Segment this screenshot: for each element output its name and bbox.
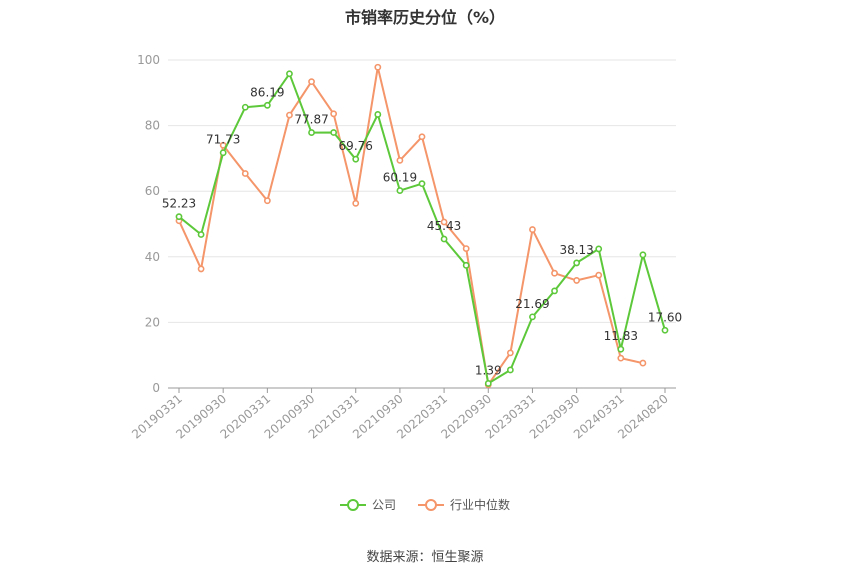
data-label-16: 21.69	[515, 297, 549, 311]
y-tick-label-80: 80	[145, 119, 160, 133]
legend-item-company[interactable]: 公司	[339, 496, 396, 513]
data-point-s1-9	[374, 63, 382, 71]
data-point-s1-10	[396, 156, 404, 164]
data-point-s1-15	[506, 349, 514, 357]
data-point-s1-18	[573, 277, 581, 284]
data-point-s1-4	[263, 197, 271, 205]
data-point-s0-16	[529, 313, 536, 321]
data-point-s0-3	[241, 103, 249, 111]
data-point-s0-8	[352, 155, 360, 163]
chart-title: 市销率历史分位（%）	[344, 8, 506, 27]
data-point-s1-6	[308, 78, 315, 86]
legend-swatch-industry-median	[418, 498, 444, 512]
data-point-s0-12	[440, 235, 448, 243]
y-tick-label-40: 40	[145, 250, 160, 264]
data-point-s0-19	[595, 245, 603, 253]
data-label-22: 17.60	[648, 310, 682, 324]
data-point-s0-11	[418, 180, 426, 188]
data-point-s1-20	[617, 354, 625, 362]
data-point-s0-22	[661, 326, 669, 334]
data-point-s0-13	[462, 261, 470, 269]
data-point-s1-21	[639, 359, 647, 367]
data-label-20: 11.83	[604, 329, 638, 343]
data-label-18: 38.13	[559, 243, 593, 257]
data-point-s1-17	[551, 269, 558, 277]
series-line-1	[178, 66, 644, 386]
data-point-s1-13	[462, 245, 470, 252]
data-label-10: 60.19	[383, 171, 417, 185]
y-tick-label-60: 60	[145, 184, 160, 198]
y-tick-label-20: 20	[145, 315, 160, 329]
data-point-s0-5	[286, 70, 293, 78]
data-point-s0-21	[639, 251, 647, 259]
legend-swatch-company	[339, 498, 366, 512]
legend: 公司 行业中位数	[0, 496, 850, 513]
series-line-0	[178, 72, 666, 385]
data-point-s1-5	[286, 111, 293, 119]
source-note: 数据来源：恒生聚源	[366, 550, 484, 565]
data-label-2: 71.73	[206, 133, 240, 147]
data-point-s0-7	[330, 129, 338, 136]
data-point-s1-16	[529, 226, 536, 233]
data-point-s1-7	[330, 110, 338, 118]
data-point-s0-2	[219, 149, 227, 157]
data-point-s1-1	[197, 265, 205, 273]
data-label-8: 69.76	[339, 139, 373, 153]
legend-label-industry-median: 行业中位数	[450, 498, 511, 512]
legend-label-company: 公司	[371, 498, 396, 512]
data-point-s0-10	[396, 187, 404, 194]
data-point-s1-11	[418, 133, 426, 141]
data-label-12: 45.43	[427, 219, 461, 233]
legend-item-industry-median[interactable]: 行业中位数	[418, 496, 510, 513]
data-point-s1-12	[440, 218, 448, 226]
data-label-6: 77.87	[294, 113, 328, 127]
data-point-s0-20	[617, 345, 625, 353]
data-point-s0-6	[308, 129, 315, 136]
y-tick-label-100: 100	[137, 53, 160, 67]
data-point-s0-15	[506, 366, 514, 374]
data-point-s0-17	[551, 287, 558, 295]
data-point-s1-8	[352, 199, 360, 207]
data-point-s0-18	[573, 259, 581, 267]
data-label-0: 52.23	[162, 197, 196, 211]
data-label-4: 86.19	[250, 85, 284, 99]
data-point-s0-4	[263, 101, 271, 109]
data-point-s0-0	[175, 213, 183, 221]
y-tick-label-0: 0	[152, 381, 160, 395]
data-point-s0-14	[484, 380, 492, 387]
data-label-14: 1.39	[475, 363, 502, 377]
data-point-s0-1	[197, 231, 205, 238]
data-point-s1-19	[595, 271, 603, 279]
data-point-s0-9	[374, 111, 382, 118]
data-point-s1-3	[241, 170, 249, 177]
